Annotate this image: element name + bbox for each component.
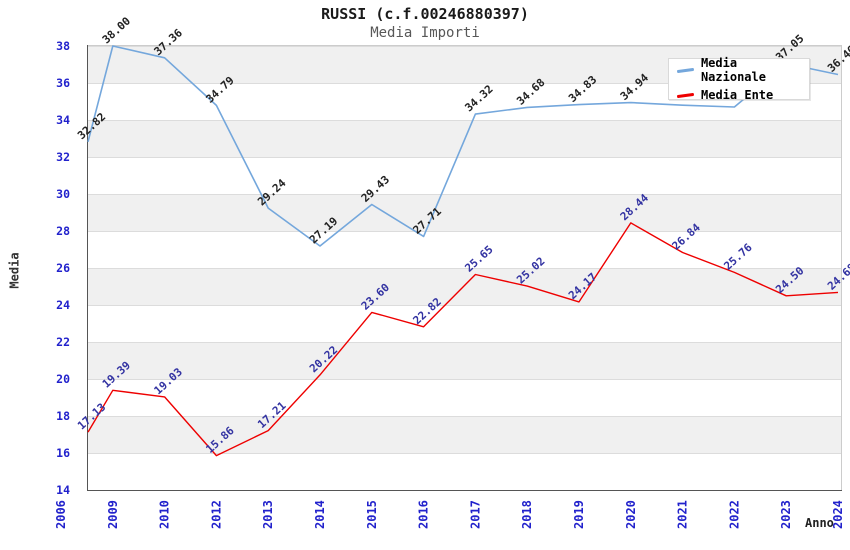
y-tick-label: 32 bbox=[56, 150, 70, 164]
x-tick-label: 2020 bbox=[624, 500, 638, 529]
y-tick-label: 14 bbox=[56, 483, 70, 497]
x-tick-label: 2009 bbox=[106, 500, 120, 529]
x-tick-label: 2015 bbox=[365, 500, 379, 529]
point-value-label: 34.32 bbox=[462, 83, 495, 115]
x-tick-label: 2013 bbox=[261, 500, 275, 529]
x-tick-label: 2010 bbox=[158, 500, 172, 529]
x-tick-label: 2022 bbox=[727, 500, 741, 529]
x-tick-label: 2024 bbox=[831, 500, 845, 529]
x-tick-label: 2018 bbox=[520, 500, 534, 529]
ente-line-swatch-icon bbox=[676, 92, 695, 98]
grid-bands bbox=[88, 46, 841, 491]
legend-label-nazionale: Media Nazionale bbox=[700, 56, 766, 84]
legend-item-nazionale: Media Nazionale bbox=[676, 56, 809, 84]
x-axis-title: Anno bbox=[805, 516, 834, 530]
y-tick-label: 18 bbox=[56, 409, 70, 423]
x-tick-label: 2014 bbox=[313, 500, 327, 529]
chart-subtitle: Media Importi bbox=[370, 25, 480, 41]
series-line-nazionale bbox=[87, 45, 839, 247]
point-value-label: 25.76 bbox=[721, 241, 755, 273]
y-tick-label: 34 bbox=[56, 113, 70, 127]
y-axis-title: Media bbox=[7, 252, 22, 289]
x-tick-label: 2012 bbox=[209, 500, 223, 529]
x-axis-tick-labels: 2006 2009 2010 2012 2013 2014 2015 2016 2017 2018… bbox=[54, 500, 845, 529]
y-tick-label: 36 bbox=[56, 76, 70, 90]
y-tick-label: 22 bbox=[56, 335, 70, 349]
y-axis-tick-labels: 38 36 34 32 30 28 26 24 22 20 18 16 14 bbox=[56, 39, 70, 497]
x-tick-label: 2019 bbox=[572, 500, 586, 529]
y-tick-label: 38 bbox=[56, 39, 70, 53]
plot-frame bbox=[87, 45, 842, 491]
series-line-ente bbox=[87, 222, 839, 457]
x-tick-label: 2017 bbox=[468, 500, 482, 529]
legend: Media Nazionale Media Ente bbox=[668, 56, 810, 102]
legend-item-ente: Media Ente bbox=[676, 88, 809, 102]
y-tick-label: 16 bbox=[56, 446, 70, 460]
legend-label-ente: Media Ente bbox=[701, 88, 774, 102]
y-tick-label: 24 bbox=[56, 298, 70, 312]
y-tick-label: 28 bbox=[56, 224, 70, 238]
y-tick-label: 26 bbox=[56, 261, 70, 275]
x-tick-label: 2021 bbox=[676, 500, 690, 529]
x-tick-label: 2016 bbox=[417, 500, 431, 529]
y-tick-label: 20 bbox=[56, 372, 70, 386]
chart-title: RUSSI (c.f.00246880397) bbox=[321, 5, 529, 23]
x-tick-label: 2023 bbox=[779, 500, 793, 529]
nazionale-line-swatch-icon bbox=[676, 67, 695, 73]
x-tick-label: 2006 bbox=[54, 500, 68, 529]
y-tick-label: 30 bbox=[56, 187, 70, 201]
